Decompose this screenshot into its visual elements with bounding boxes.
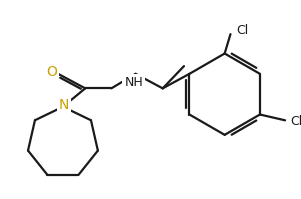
Text: NH: NH bbox=[124, 76, 143, 89]
Text: Cl: Cl bbox=[290, 115, 301, 128]
Text: Cl: Cl bbox=[236, 24, 248, 37]
Text: O: O bbox=[46, 65, 57, 79]
Text: N: N bbox=[59, 98, 69, 112]
